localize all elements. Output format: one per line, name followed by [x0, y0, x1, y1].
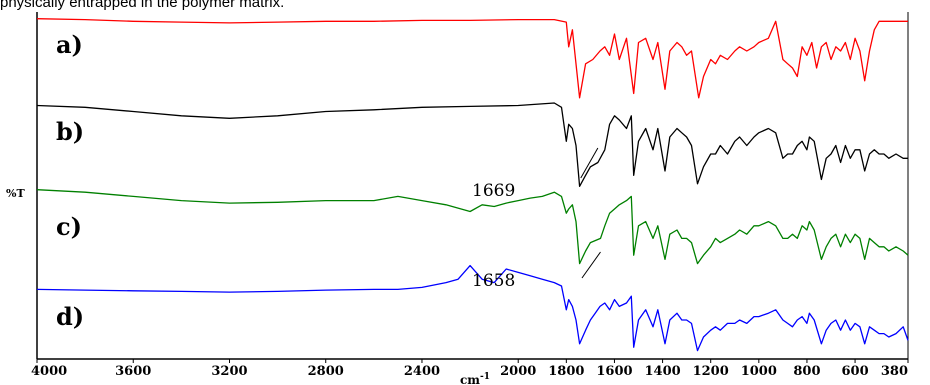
annotation-label: 1658 — [472, 271, 515, 291]
panel-label-d: d) — [56, 302, 84, 331]
x-tick-label: 800 — [793, 364, 820, 379]
x-tick-label: 380 — [881, 364, 908, 379]
x-tick-label: 4000 — [31, 364, 67, 379]
x-tick-label: 1000 — [741, 364, 777, 379]
series-line-d — [36, 264, 909, 352]
x-tick-label: 2400 — [404, 364, 440, 379]
series-line-c — [36, 189, 909, 265]
x-tick-label: 600 — [841, 364, 868, 379]
annotation-label: 1669 — [472, 181, 515, 201]
y-axis-label: %T — [6, 187, 25, 200]
annotation-leader-line — [580, 147, 599, 179]
x-tick-label: 1800 — [548, 364, 584, 379]
annotation-leader-line — [581, 251, 601, 279]
annotations: 1669 1658 — [472, 147, 601, 291]
panel-label-a: a) — [56, 30, 83, 59]
x-tick-label: 1200 — [693, 364, 729, 379]
x-tick-label: 2000 — [500, 364, 536, 379]
x-axis-label: cm-1 — [460, 372, 490, 385]
panel-labels: a) b) c) d) — [56, 30, 84, 331]
series-line-b — [36, 102, 908, 187]
x-tick-label: 3200 — [211, 364, 247, 379]
x-tick-label: 1400 — [644, 364, 680, 379]
panel-label-b: b) — [56, 117, 84, 146]
plot-frame — [36, 12, 909, 360]
x-tick-label: 1600 — [596, 364, 632, 379]
series-layer — [36, 18, 909, 352]
panel-label-c: c) — [56, 212, 82, 241]
x-ticks: 4000 3600 3200 2800 2400 2000 1800 1600 1400 1200… — [31, 359, 909, 379]
x-tick-label: 2800 — [308, 364, 344, 379]
series-line-a — [36, 18, 908, 99]
x-tick-label: 3600 — [115, 364, 151, 379]
figure-caption: physically entrapped in the polymer matr… — [0, 0, 285, 11]
